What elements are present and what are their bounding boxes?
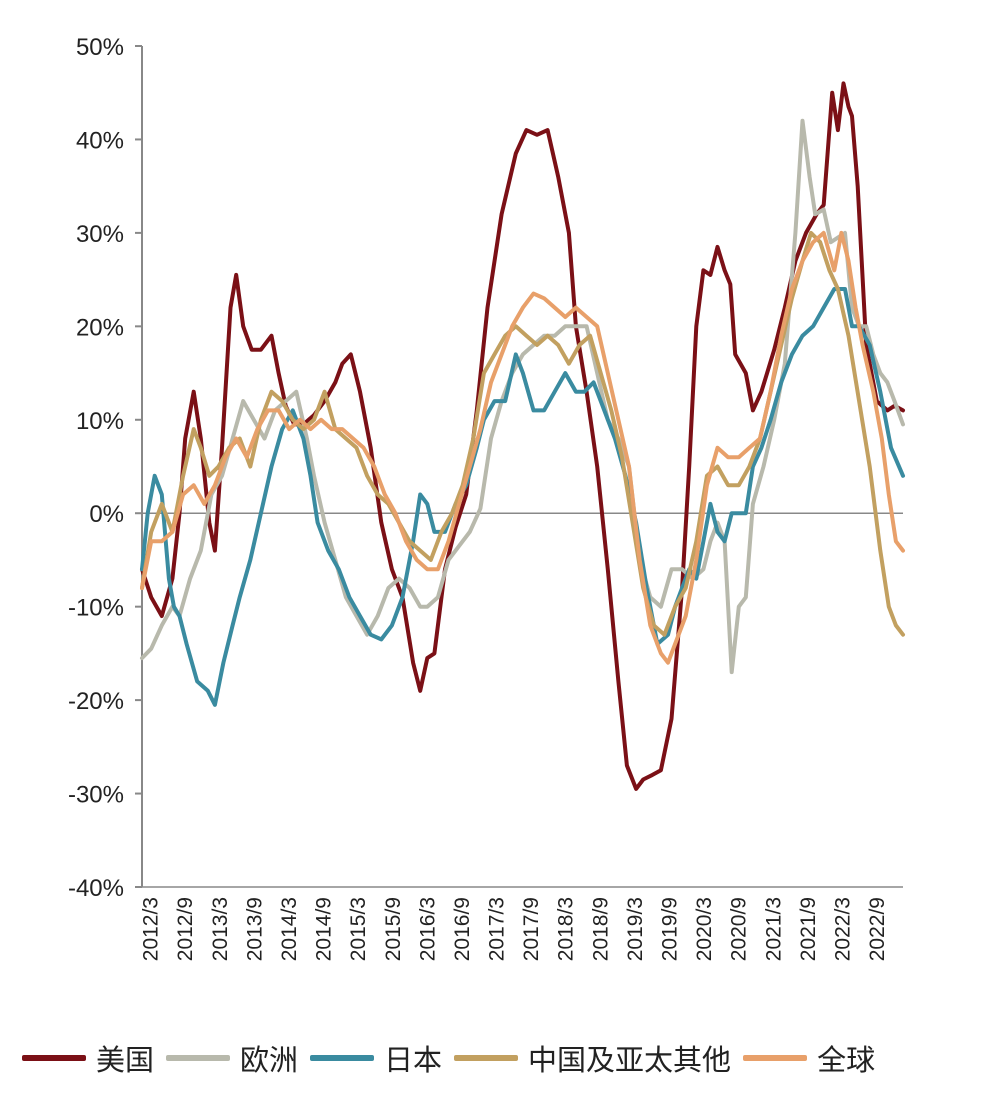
legend-swatch-europe xyxy=(166,1055,231,1061)
x-tick-label: 2014/9 xyxy=(313,897,336,961)
y-tick-label: -10% xyxy=(68,595,124,622)
y-tick-label: 30% xyxy=(76,221,124,248)
x-tick-label: 2013/3 xyxy=(209,897,232,961)
legend-item-europe[interactable]: 欧洲 xyxy=(166,1037,298,1079)
x-tick-label: 2019/3 xyxy=(624,897,647,961)
y-axis: 50% 40% 30% 20% 10% 0% -10% -20% -30% -40% xyxy=(68,34,143,902)
x-tick-label: 2022/9 xyxy=(866,897,889,961)
y-tick-label: -30% xyxy=(68,782,124,809)
x-tick-label: 2016/3 xyxy=(416,897,439,961)
x-tick-label: 2015/3 xyxy=(347,897,370,961)
x-tick-label: 2021/3 xyxy=(762,897,785,961)
series-layer xyxy=(140,81,905,791)
y-tick-label: 0% xyxy=(89,501,124,528)
x-tick-label: 2016/9 xyxy=(451,897,474,961)
x-tick-label: 2014/3 xyxy=(278,897,301,961)
y-tick-label: 40% xyxy=(76,127,124,154)
legend-item-china-apac[interactable]: 中国及亚太其他 xyxy=(454,1037,731,1079)
x-tick-label: 2018/9 xyxy=(589,897,612,961)
y-tick-label: 20% xyxy=(76,314,124,341)
x-tick-label: 2021/9 xyxy=(797,897,820,961)
legend-label-japan: 日本 xyxy=(384,1043,443,1077)
x-tick-label: 2017/9 xyxy=(520,897,543,961)
legend-label-us: 美国 xyxy=(96,1043,155,1077)
x-tick-label: 2013/9 xyxy=(243,897,266,961)
series-line-japan xyxy=(140,287,905,707)
x-tick-label: 2020/9 xyxy=(728,897,751,961)
x-tick-label: 2012/9 xyxy=(174,897,197,961)
legend-item-us[interactable]: 美国 xyxy=(22,1037,154,1079)
x-tick-label: 2015/9 xyxy=(382,897,405,961)
legend-swatch-china-apac xyxy=(454,1055,519,1061)
series-line-europe xyxy=(140,118,905,675)
x-tick-label: 2022/3 xyxy=(831,897,854,961)
legend-swatch-global xyxy=(743,1055,808,1061)
y-tick-label: 10% xyxy=(76,408,124,435)
x-tick-label: 2020/3 xyxy=(693,897,716,961)
y-tick-label: -20% xyxy=(68,688,124,715)
legend: 美国 欧洲 日本 中国及亚太其他 全球 xyxy=(22,1036,972,1080)
legend-item-global[interactable]: 全球 xyxy=(743,1037,875,1079)
series-line-china-apac xyxy=(140,230,905,637)
series-line-global xyxy=(140,230,905,665)
x-tick-label: 2018/3 xyxy=(555,897,578,961)
x-tick-label: 2017/3 xyxy=(486,897,509,961)
series-line-us xyxy=(140,81,905,791)
x-axis: 2012/3 2012/9 2013/3 2013/9 2014/3 2014/9 2015… xyxy=(140,512,903,961)
legend-label-global: 全球 xyxy=(817,1043,876,1077)
y-tick-label: -40% xyxy=(68,875,124,902)
legend-label-europe: 欧洲 xyxy=(240,1043,299,1077)
x-tick-label: 2012/3 xyxy=(140,897,163,961)
legend-label-china-apac: 中国及亚太其他 xyxy=(528,1043,732,1077)
line-chart: 50% 40% 30% 20% 10% 0% -10% -20% -30% -40% 2012/3… xyxy=(68,34,905,961)
x-tick-label: 2019/9 xyxy=(659,897,682,961)
legend-swatch-us xyxy=(22,1055,86,1061)
legend-swatch-japan xyxy=(310,1055,375,1061)
y-tick-label: 50% xyxy=(76,34,124,61)
legend-item-japan[interactable]: 日本 xyxy=(310,1037,442,1079)
